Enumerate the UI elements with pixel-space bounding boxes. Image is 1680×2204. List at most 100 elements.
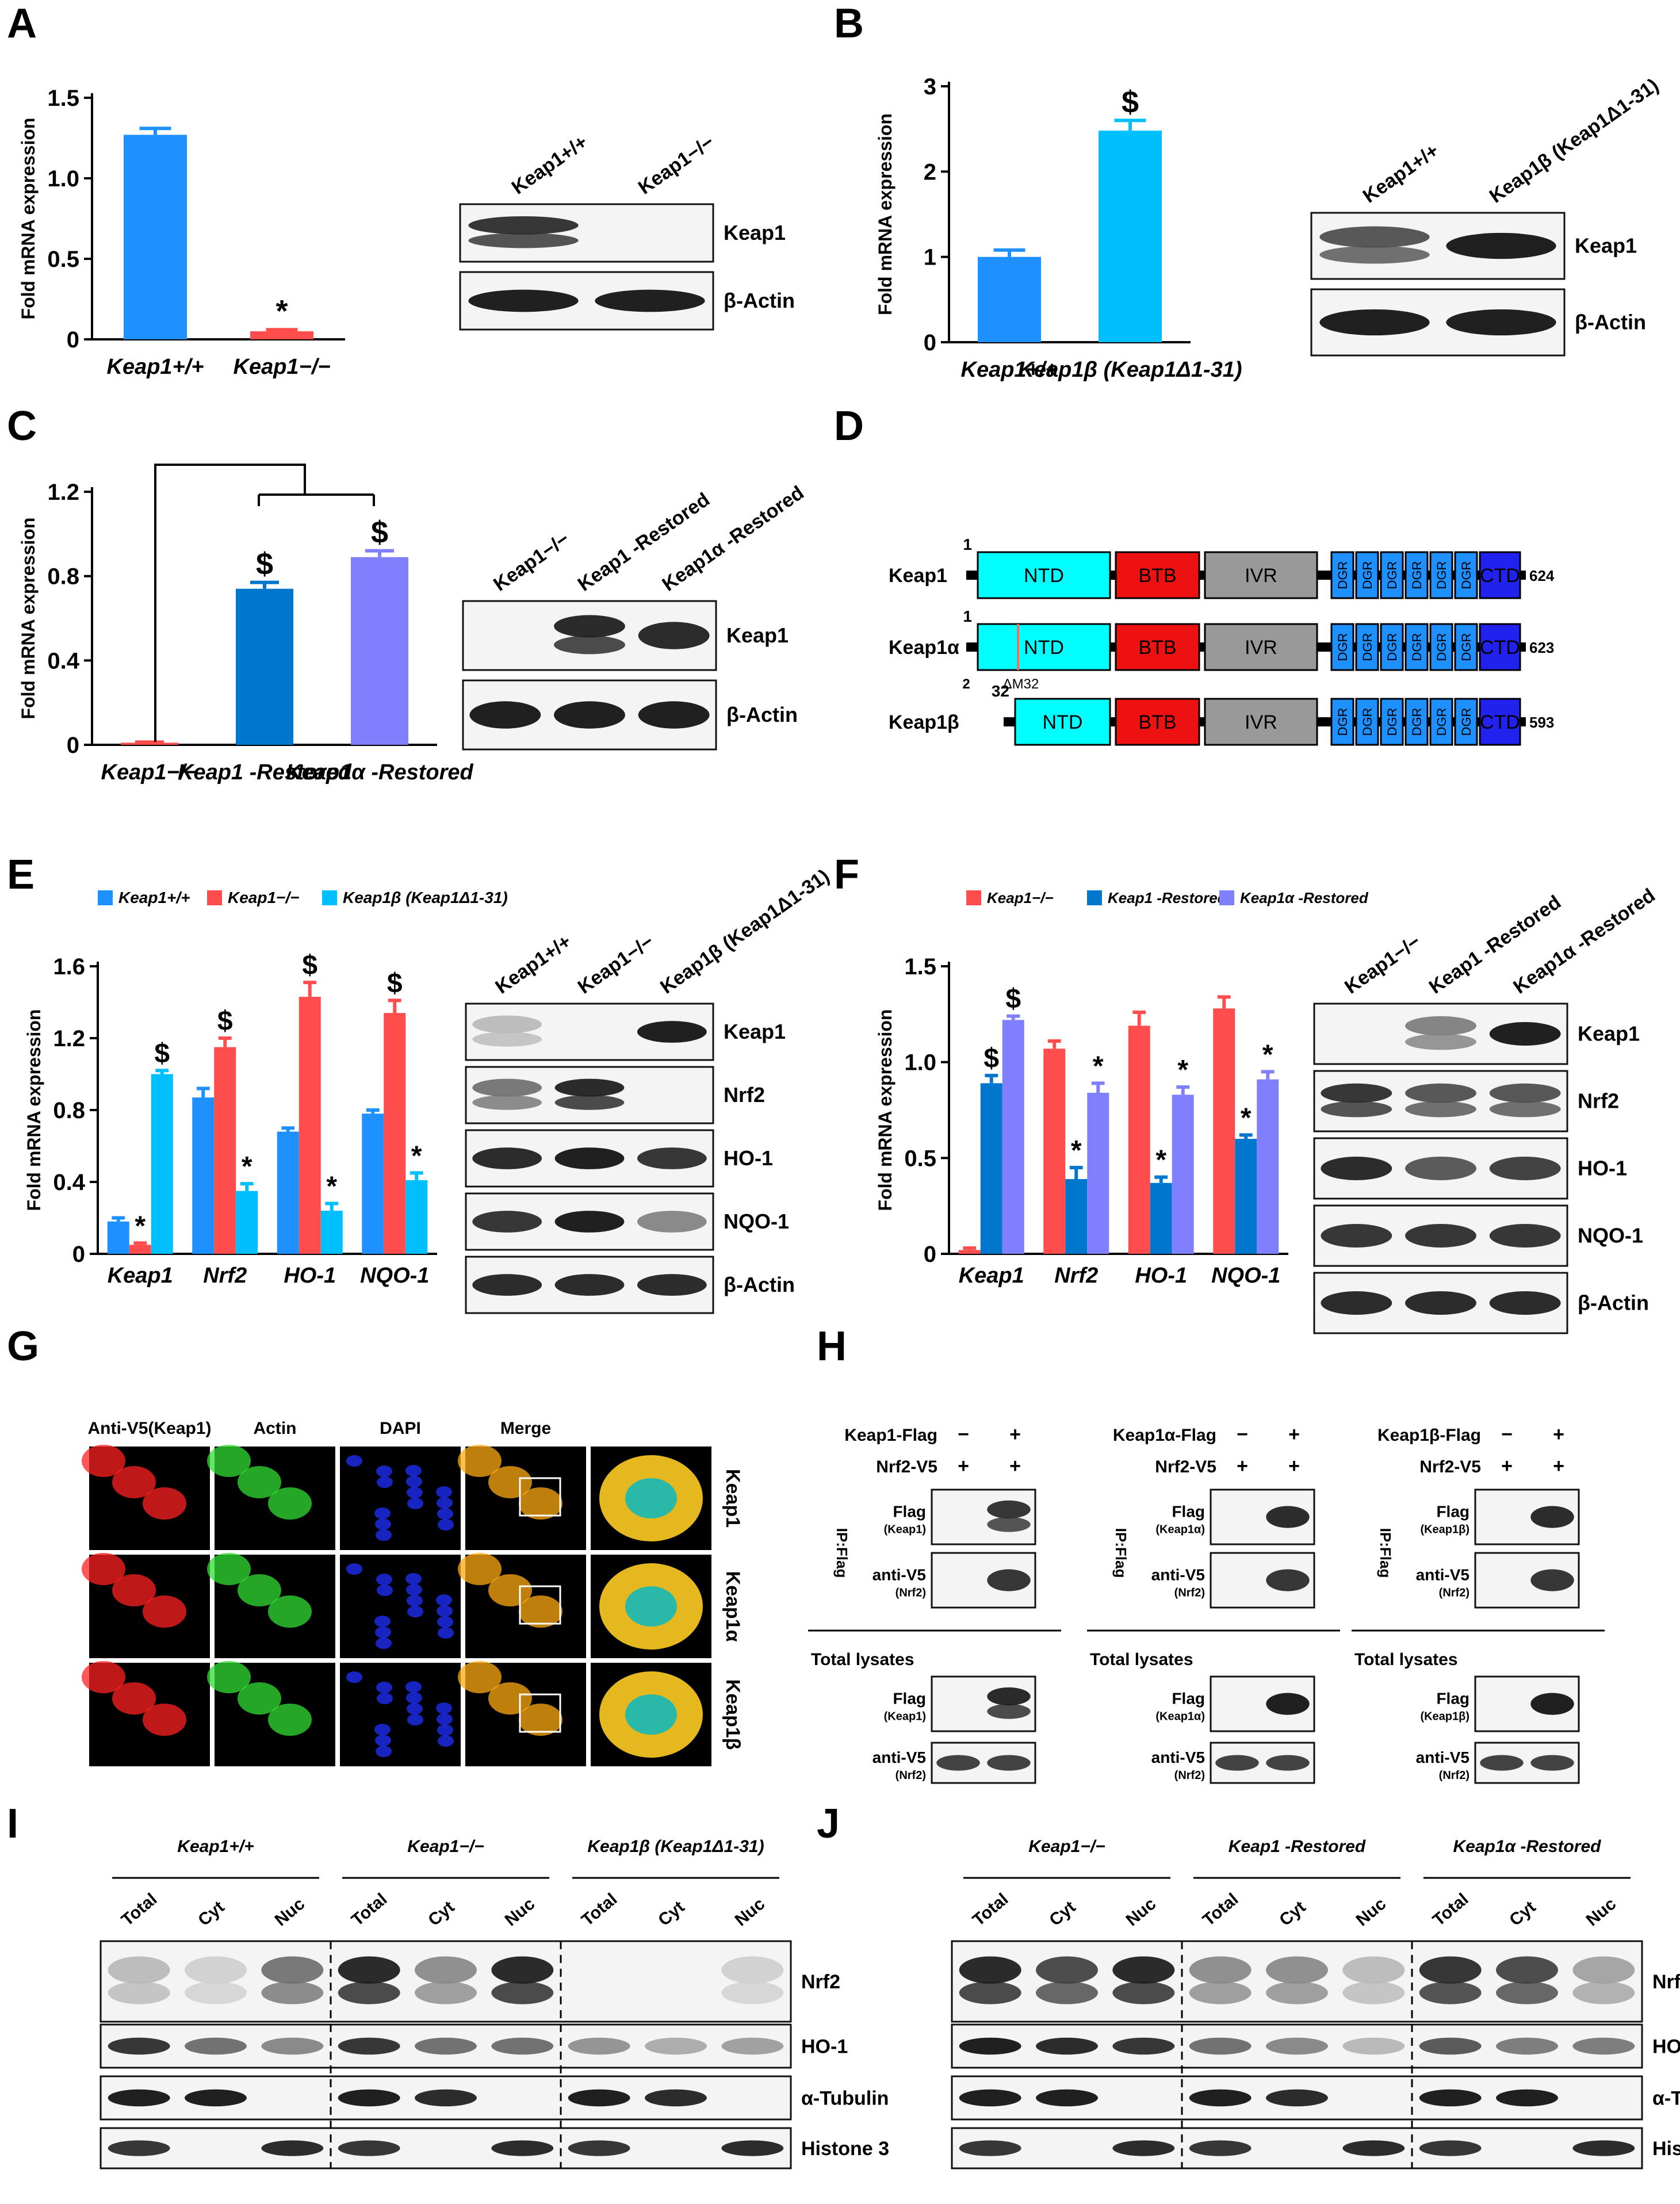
blot-band [936, 1755, 980, 1771]
blot-band [472, 1032, 542, 1047]
total-lysates-label: Total lysates [811, 1650, 914, 1669]
domain-ivr [1204, 698, 1318, 746]
cell [436, 1486, 452, 1498]
y-tick-label: 1.5 [47, 86, 79, 111]
domain-label: NTD [1024, 565, 1064, 587]
blot-strip [100, 2127, 792, 2169]
domain-ctd [1479, 623, 1521, 671]
bar [236, 1191, 258, 1254]
linker [1403, 642, 1406, 652]
cell [438, 1627, 454, 1639]
domain-diagram: Keap1 1 NTD BTB IVR DGR DGR DGR DGR DGR DGR CTD 624 K… [889, 535, 1555, 746]
y-tick-label: 1.5 [904, 954, 936, 979]
linker [1110, 642, 1116, 652]
blot-band [338, 2140, 400, 2156]
linker [1110, 717, 1116, 726]
cell [376, 1574, 392, 1585]
lane-label: Total [1199, 1889, 1242, 1930]
flag-label: Keap1α-Flag [1113, 1426, 1216, 1445]
domain-ivr [1204, 551, 1318, 599]
lane-label: Nuc [502, 1895, 539, 1930]
domain-label: BTB [1138, 711, 1176, 733]
cell [112, 1574, 156, 1606]
blot-band [108, 2140, 170, 2156]
flag-label: Keap1-Flag [844, 1426, 937, 1445]
cell [374, 1724, 391, 1735]
bar [362, 1114, 384, 1254]
blot-band [721, 1956, 784, 1984]
domain-label: IVR [1245, 637, 1277, 659]
blot-band [1342, 1981, 1405, 2004]
blot-band [415, 1981, 477, 2004]
cell [375, 1627, 391, 1638]
blot-band [554, 1078, 625, 1097]
domain-btb [1115, 698, 1200, 746]
significance-mark: * [1093, 1051, 1104, 1081]
blot-band [554, 636, 625, 655]
significance-mark: $ [256, 547, 273, 581]
blot-band [185, 2037, 247, 2055]
blot-band [468, 289, 579, 312]
blot-band [1489, 1157, 1561, 1180]
chart-e: 0 0.4 0.8 1.2 1.6 Fold mRNA expression * $ Keap1… [24, 950, 437, 1288]
bar [1065, 1179, 1088, 1254]
lane-label: Total [969, 1889, 1012, 1930]
blot-band [1342, 2140, 1405, 2156]
lane-label: Total [118, 1889, 160, 1930]
y-tick-label: 0 [924, 330, 936, 355]
blot-band [108, 2089, 170, 2107]
linker [1378, 642, 1381, 652]
cell [406, 1692, 422, 1704]
flag-label: Keap1β-Flag [1377, 1426, 1481, 1445]
blot-band [261, 1956, 324, 1984]
linker [1477, 571, 1480, 580]
domain-label: DGR [1434, 708, 1449, 736]
blot-band [1319, 309, 1430, 336]
panel-letter-b: B [834, 1, 864, 47]
blot-band [1319, 226, 1430, 248]
y-tick-label: 1.0 [904, 1050, 936, 1076]
y-tick-label: 3 [924, 74, 936, 100]
blot-band [1215, 1755, 1259, 1771]
domain-dgr [1380, 623, 1404, 671]
blot-row-label: HO-1 [801, 2036, 848, 2058]
y-tick-label: 0.5 [47, 247, 79, 272]
blot-band [1496, 2037, 1558, 2055]
cell [436, 1702, 452, 1714]
cell [143, 1704, 186, 1736]
bar [958, 1250, 981, 1254]
blot-row-sublabel: (Keap1α) [1155, 1711, 1205, 1723]
blot-band [491, 2140, 554, 2156]
y-tick-label: 0 [67, 733, 79, 758]
lane-label: Total [348, 1889, 391, 1930]
bar [277, 1131, 299, 1254]
bar [236, 588, 293, 745]
legend-e: Keap1+/+ Keap1−/− Keap1β (Keap1Δ1-31) [98, 889, 508, 906]
bar [1257, 1079, 1279, 1254]
construct-start: 32 [992, 682, 1009, 700]
significance-mark: * [1155, 1145, 1166, 1176]
blot-band [1419, 1956, 1482, 1984]
blot-strip [951, 2127, 1643, 2169]
cell [375, 1518, 391, 1530]
blot-band [491, 1981, 554, 2004]
cell [519, 1487, 562, 1520]
blot-row-sublabel: (Keap1β) [1420, 1524, 1469, 1536]
blot-band [595, 289, 705, 312]
blot-band [638, 701, 710, 729]
linker [1378, 717, 1381, 726]
legend-swatch [1087, 890, 1102, 905]
bar [129, 1245, 151, 1254]
blot-row-label: Nrf2 [724, 1083, 765, 1107]
y-tick-label: 0 [67, 327, 79, 353]
cell [436, 1594, 452, 1606]
cell [405, 1681, 422, 1693]
lane-label: Total [1429, 1889, 1472, 1930]
cell [375, 1735, 391, 1746]
backbone [1520, 571, 1526, 580]
cell [207, 1661, 251, 1693]
blot-band [1266, 1755, 1310, 1771]
cell [376, 1746, 392, 1757]
